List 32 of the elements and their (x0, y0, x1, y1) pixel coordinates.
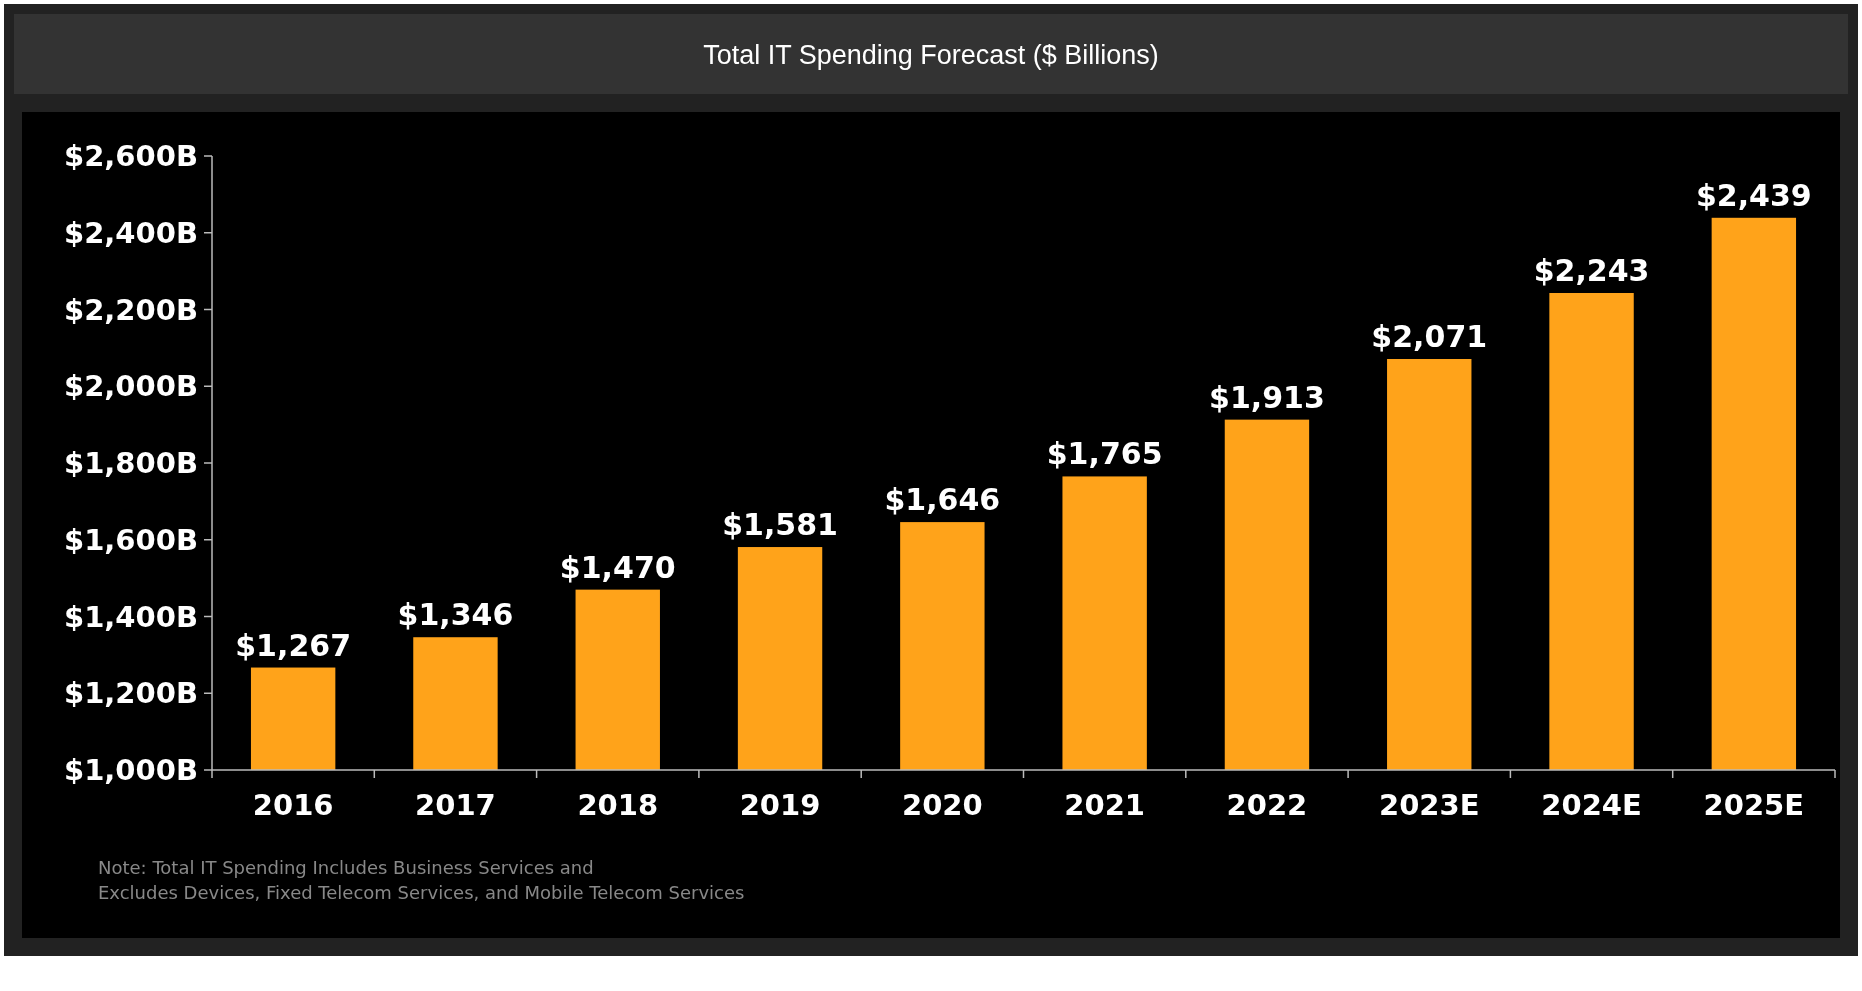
y-tick-label: $2,600B (63, 139, 198, 174)
y-tick-label: $2,200B (63, 292, 198, 327)
data-label: $1,346 (397, 597, 514, 633)
y-tick-label: $1,600B (63, 522, 198, 557)
y-tick-label: $1,800B (63, 446, 198, 481)
data-label: $1,581 (722, 507, 838, 543)
y-tick-label: $1,000B (63, 753, 198, 788)
text: Note: Total IT Spending Includes Business Services and (98, 857, 594, 878)
y-tick-label: $1,400B (63, 599, 198, 634)
x-tick-label: 2021 (1064, 788, 1146, 822)
data-label: $1,913 (1209, 379, 1325, 415)
x-tick-label: 2024E (1541, 788, 1642, 822)
x-tick-label: 2020 (901, 788, 983, 822)
data-label: $1,267 (235, 627, 352, 663)
y-tick-label: $2,400B (63, 215, 198, 250)
text: Excludes Devices, Fixed Telecom Services, and Mobile Telecom Services (98, 882, 745, 903)
chart-title: Total IT Spending Forecast ($ Billions) (703, 40, 1159, 70)
x-tick-label: 2022 (1226, 788, 1308, 822)
x-tick-label: 2018 (577, 788, 659, 822)
data-label: $1,646 (884, 482, 1001, 518)
data-label: $1,470 (559, 549, 676, 585)
x-tick-label: 2016 (252, 788, 334, 822)
data-label: $2,243 (1533, 253, 1650, 288)
x-tick-label: 2025E (1703, 788, 1805, 822)
y-tick-label: $1,200B (63, 676, 198, 711)
data-label: $1,765 (1046, 436, 1163, 472)
y-tick-label: $2,000B (63, 369, 198, 404)
x-tick-label: 2019 (739, 788, 821, 822)
x-tick-label: 2023E (1378, 788, 1480, 822)
data-label: $2,071 (1371, 319, 1488, 354)
x-tick-label: 2017 (415, 788, 496, 822)
data-label: $2,439 (1695, 177, 1812, 213)
